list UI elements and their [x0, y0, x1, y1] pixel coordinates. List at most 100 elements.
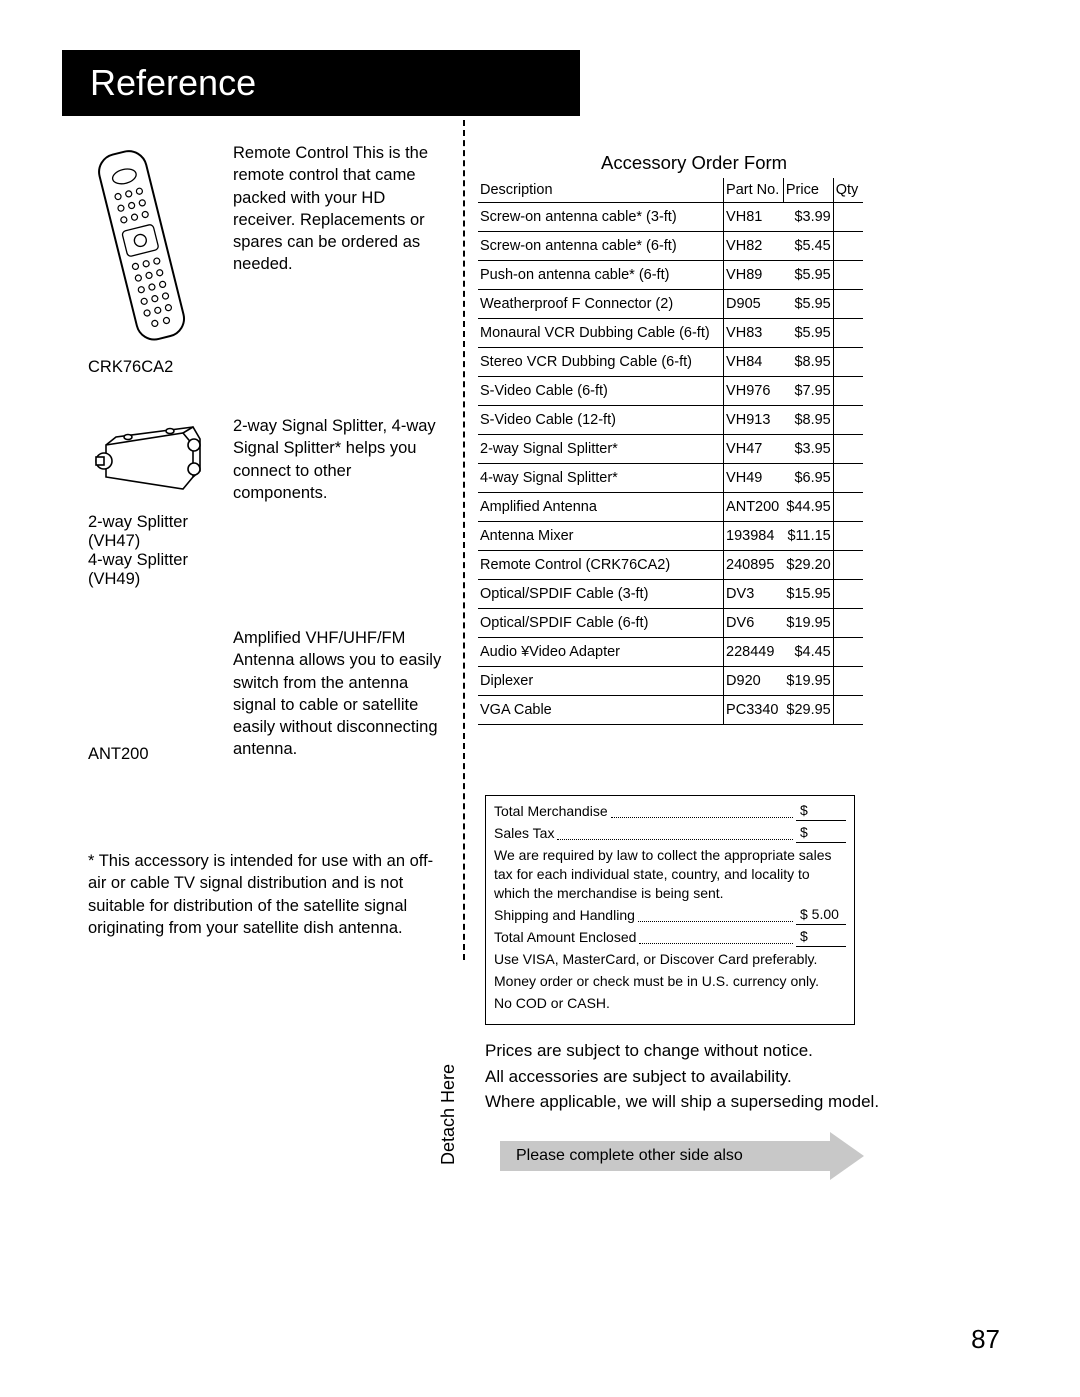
cell-desc: VGA Cable: [478, 696, 724, 725]
table-row: Screw-on antenna cable* (3-ft)VH81$3.99: [478, 203, 863, 232]
cell-desc: Screw-on antenna cable* (6-ft): [478, 232, 724, 261]
table-row: Optical/SPDIF Cable (3-ft)DV3$15.95: [478, 580, 863, 609]
table-row: 2-way Signal Splitter*VH47$3.95: [478, 435, 863, 464]
cell-qty[interactable]: [833, 580, 863, 609]
accessory-text: 2-way Signal Splitter, 4-way Signal Spli…: [233, 415, 443, 589]
table-row: S-Video Cable (6-ft)VH976$7.95: [478, 377, 863, 406]
cell-desc: Remote Control (CRK76CA2): [478, 551, 724, 580]
table-row: Stereo VCR Dubbing Cable (6-ft)VH84$8.95: [478, 348, 863, 377]
cell-qty[interactable]: [833, 406, 863, 435]
col-qty: Qty: [833, 178, 863, 203]
accessory-label: 2-way Splitter (VH47) 4-way Splitter (VH…: [88, 513, 233, 589]
cell-qty[interactable]: [833, 667, 863, 696]
cell-part: VH83: [724, 319, 784, 348]
accessory-label: ANT200: [88, 745, 233, 764]
notice-line: Where applicable, we will ship a superse…: [485, 1089, 985, 1115]
col-description: Description: [478, 178, 724, 203]
cell-part: DV3: [724, 580, 784, 609]
table-row: Screw-on antenna cable* (6-ft)VH82$5.45: [478, 232, 863, 261]
arrow-head-icon: [830, 1132, 864, 1180]
cell-qty[interactable]: [833, 638, 863, 667]
table-row: VGA CablePC3340$29.95: [478, 696, 863, 725]
cell-desc: Optical/SPDIF Cable (3-ft): [478, 580, 724, 609]
payment-note-3: No COD or CASH.: [494, 994, 846, 1013]
cell-qty[interactable]: [833, 464, 863, 493]
accessory-item: ANT200 Amplified VHF/UHF/FM Antenna allo…: [88, 627, 443, 764]
table-row: S-Video Cable (12-ft)VH913$8.95: [478, 406, 863, 435]
page-header: Reference: [62, 50, 580, 116]
accessory-text: Remote Control This is the remote contro…: [233, 142, 443, 377]
cell-desc: Stereo VCR Dubbing Cable (6-ft): [478, 348, 724, 377]
col-partno: Part No.: [724, 178, 784, 203]
table-row: Push-on antenna cable* (6-ft)VH89$5.95: [478, 261, 863, 290]
total-merchandise-value[interactable]: $: [796, 801, 846, 821]
dashed-divider: [463, 120, 465, 960]
cell-part: 228449: [724, 638, 784, 667]
shipping-label: Shipping and Handling: [494, 906, 635, 925]
cell-price: $5.95: [783, 319, 833, 348]
cell-part: VH84: [724, 348, 784, 377]
cell-price: $4.45: [783, 638, 833, 667]
cell-price: $7.95: [783, 377, 833, 406]
cell-desc: Monaural VCR Dubbing Cable (6-ft): [478, 319, 724, 348]
cell-desc: 2-way Signal Splitter*: [478, 435, 724, 464]
footnote-text: * This accessory is intended for use wit…: [88, 850, 443, 939]
shipping-value: $ 5.00: [796, 905, 846, 925]
accessory-text: Amplified VHF/UHF/FM Antenna allows you …: [233, 627, 443, 764]
cell-qty[interactable]: [833, 348, 863, 377]
cell-qty[interactable]: [833, 290, 863, 319]
cell-part: VH82: [724, 232, 784, 261]
page-number: 87: [971, 1324, 1000, 1355]
cell-part: ANT200: [724, 493, 784, 522]
table-row: Amplified AntennaANT200$44.95: [478, 493, 863, 522]
cell-price: $5.45: [783, 232, 833, 261]
cell-part: VH913: [724, 406, 784, 435]
splitter-image: 2-way Splitter (VH47) 4-way Splitter (VH…: [88, 415, 233, 589]
remote-control-image: CRK76CA2: [88, 142, 233, 377]
cell-part: DV6: [724, 609, 784, 638]
cell-qty[interactable]: [833, 696, 863, 725]
cell-desc: Screw-on antenna cable* (3-ft): [478, 203, 724, 232]
cell-qty[interactable]: [833, 609, 863, 638]
cell-price: $3.99: [783, 203, 833, 232]
tax-note: We are required by law to collect the ap…: [494, 846, 846, 903]
cell-part: 240895: [724, 551, 784, 580]
cell-part: 193984: [724, 522, 784, 551]
table-row: Remote Control (CRK76CA2)240895$29.20: [478, 551, 863, 580]
table-row: DiplexerD920$19.95: [478, 667, 863, 696]
cell-qty[interactable]: [833, 203, 863, 232]
accessory-item: CRK76CA2 Remote Control This is the remo…: [88, 142, 443, 377]
cell-price: $19.95: [783, 667, 833, 696]
cell-qty[interactable]: [833, 551, 863, 580]
cell-price: $11.15: [783, 522, 833, 551]
arrow-text: Please complete other side also: [500, 1141, 830, 1171]
sales-tax-label: Sales Tax: [494, 824, 554, 843]
cell-qty[interactable]: [833, 522, 863, 551]
cell-price: $29.20: [783, 551, 833, 580]
payment-note-2: Money order or check must be in U.S. cur…: [494, 972, 846, 991]
cell-part: D920: [724, 667, 784, 696]
cell-price: $8.95: [783, 348, 833, 377]
cell-qty[interactable]: [833, 493, 863, 522]
cell-desc: Diplexer: [478, 667, 724, 696]
table-row: Antenna Mixer193984$11.15: [478, 522, 863, 551]
cell-qty[interactable]: [833, 319, 863, 348]
cell-part: PC3340: [724, 696, 784, 725]
cell-qty[interactable]: [833, 232, 863, 261]
table-row: Audio ¥Video Adapter228449$4.45: [478, 638, 863, 667]
cell-desc: 4-way Signal Splitter*: [478, 464, 724, 493]
cell-qty[interactable]: [833, 377, 863, 406]
cell-price: $29.95: [783, 696, 833, 725]
cell-desc: S-Video Cable (12-ft): [478, 406, 724, 435]
sales-tax-value[interactable]: $: [796, 823, 846, 843]
table-row: Monaural VCR Dubbing Cable (6-ft)VH83$5.…: [478, 319, 863, 348]
cell-desc: Optical/SPDIF Cable (6-ft): [478, 609, 724, 638]
notice-line: Prices are subject to change without not…: [485, 1038, 985, 1064]
cell-price: $15.95: [783, 580, 833, 609]
total-enclosed-value[interactable]: $: [796, 927, 846, 947]
continue-arrow: Please complete other side also: [500, 1132, 864, 1180]
cell-qty[interactable]: [833, 261, 863, 290]
cell-price: $19.95: [783, 609, 833, 638]
order-form-title: Accessory Order Form: [601, 152, 787, 174]
cell-qty[interactable]: [833, 435, 863, 464]
